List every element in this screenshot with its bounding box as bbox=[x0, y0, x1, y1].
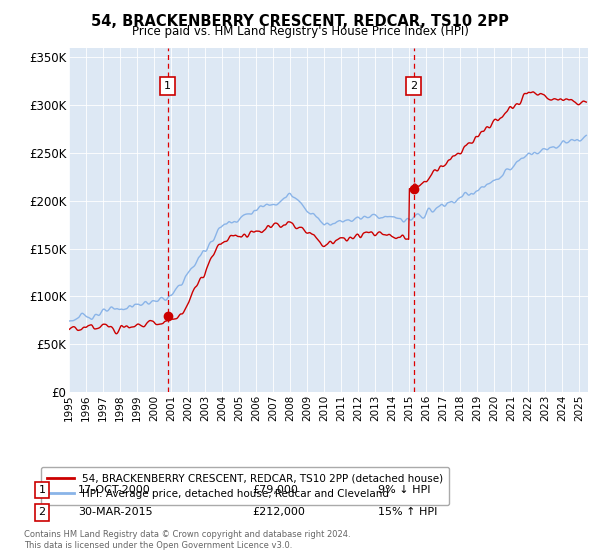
Text: £79,000: £79,000 bbox=[252, 485, 298, 495]
Text: 2: 2 bbox=[38, 507, 46, 517]
Text: 1: 1 bbox=[164, 81, 171, 91]
Text: 9% ↓ HPI: 9% ↓ HPI bbox=[378, 485, 431, 495]
Text: 2: 2 bbox=[410, 81, 417, 91]
Text: 17-OCT-2000: 17-OCT-2000 bbox=[78, 485, 151, 495]
Text: 15% ↑ HPI: 15% ↑ HPI bbox=[378, 507, 437, 517]
Text: 54, BRACKENBERRY CRESCENT, REDCAR, TS10 2PP: 54, BRACKENBERRY CRESCENT, REDCAR, TS10 … bbox=[91, 14, 509, 29]
Text: £212,000: £212,000 bbox=[252, 507, 305, 517]
Text: Contains HM Land Registry data © Crown copyright and database right 2024.: Contains HM Land Registry data © Crown c… bbox=[24, 530, 350, 539]
Legend: 54, BRACKENBERRY CRESCENT, REDCAR, TS10 2PP (detached house), HPI: Average price: 54, BRACKENBERRY CRESCENT, REDCAR, TS10 … bbox=[41, 467, 449, 505]
Text: Price paid vs. HM Land Registry's House Price Index (HPI): Price paid vs. HM Land Registry's House … bbox=[131, 25, 469, 38]
Text: 30-MAR-2015: 30-MAR-2015 bbox=[78, 507, 152, 517]
Text: 1: 1 bbox=[38, 485, 46, 495]
Text: This data is licensed under the Open Government Licence v3.0.: This data is licensed under the Open Gov… bbox=[24, 541, 292, 550]
